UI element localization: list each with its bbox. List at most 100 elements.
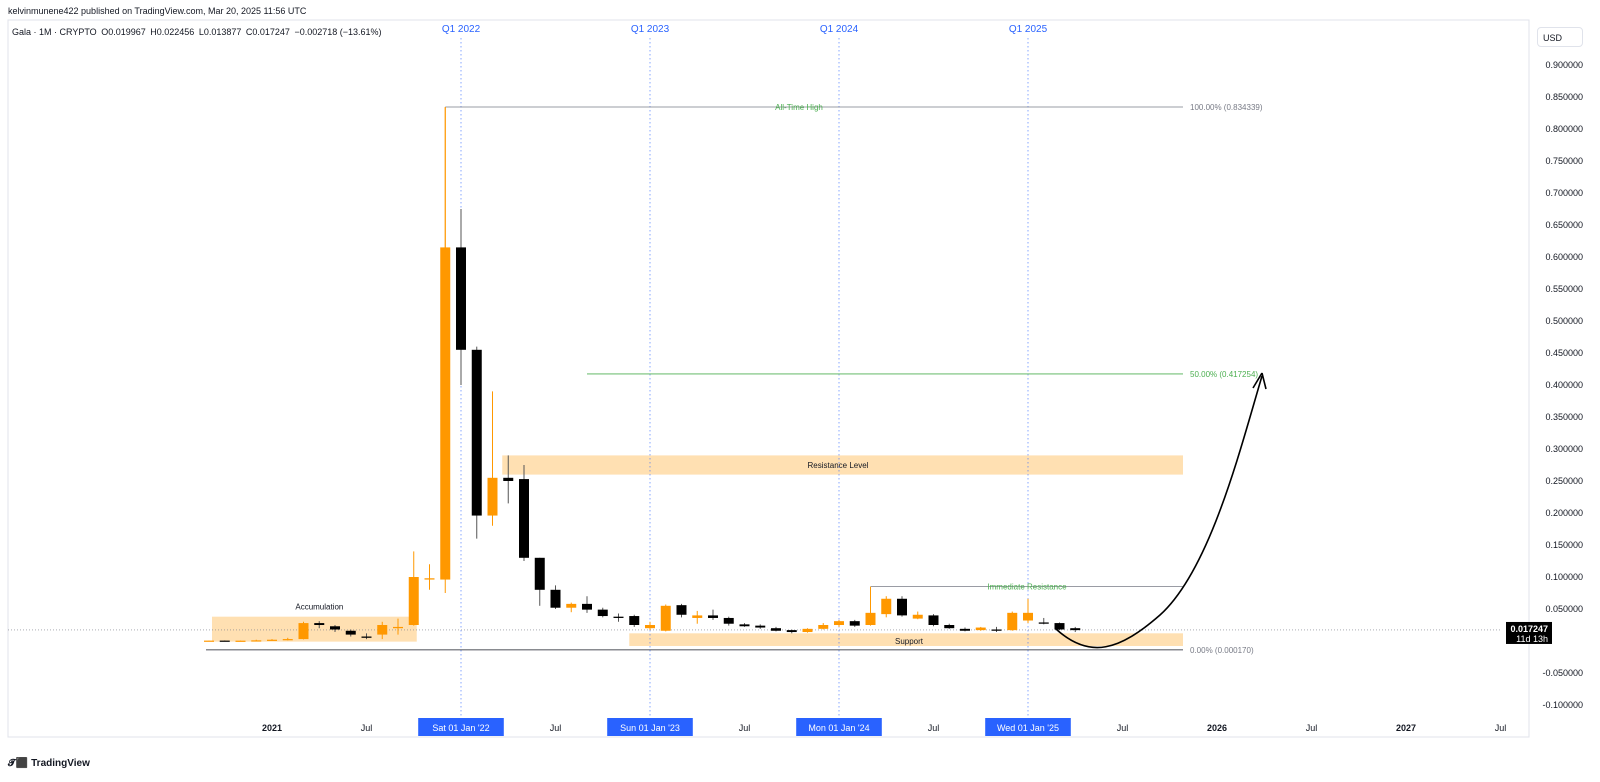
x-tick-label: Jul [739, 723, 751, 733]
symbol-name[interactable]: Gala · 1M · CRYPTO [12, 27, 97, 37]
candle-body [314, 623, 325, 625]
candle-body [912, 614, 923, 619]
time-axis[interactable]: 2021 Jul Sat 01 Jan '22 Jul Sun 01 Jan '23 Ju… [262, 718, 1506, 736]
price-axis[interactable]: 0.900000 0.850000 0.800000 0.750000 0.700000… [1542, 60, 1583, 710]
projection-arrow [1055, 375, 1263, 649]
fib-50-label: 50.00% (0.417254) [1190, 370, 1258, 379]
resistance-zone [502, 455, 1183, 475]
tradingview-brand[interactable]: 𝓣⬛ TradingView [8, 758, 90, 769]
fib-0-label: 0.00% (0.000170) [1190, 646, 1254, 655]
candle-body [708, 615, 718, 618]
chart-frame [7, 19, 1530, 738]
support-zone [629, 633, 1183, 646]
y-tick-label: -0.050000 [1542, 668, 1583, 678]
y-tick-label: 0.450000 [1545, 348, 1583, 358]
candle-body [1054, 623, 1065, 630]
candle-body [1070, 628, 1081, 631]
candle-body [282, 639, 293, 641]
candle-body [235, 640, 246, 642]
candle-body [692, 615, 703, 618]
candle-body [597, 609, 608, 617]
candle-body [881, 598, 892, 615]
candle-body [802, 628, 813, 633]
y-tick-label: 0.100000 [1545, 572, 1583, 582]
candle-body [771, 628, 781, 631]
ohlc-open: O0.019967 [101, 27, 146, 37]
candle-body [345, 630, 356, 635]
y-tick-label: 0.400000 [1545, 380, 1583, 390]
x-tick-label: Mon 01 Jan '24 [808, 723, 869, 733]
fib-100-label: 100.00% (0.834339) [1190, 103, 1263, 112]
ohlc-low: L0.013877 [198, 27, 242, 37]
candle-body [834, 621, 844, 625]
x-tick-label: Jul [361, 723, 373, 733]
y-tick-label: 0.700000 [1545, 188, 1583, 198]
arrow-head-icon [1252, 372, 1267, 390]
x-tick-label: Sat 01 Jan '22 [432, 723, 489, 733]
y-tick-label: 0.600000 [1545, 252, 1583, 262]
y-tick-label: 0.900000 [1545, 60, 1583, 70]
candle-body [219, 640, 230, 642]
candle-body [975, 627, 986, 631]
x-tick-label: Jul [550, 723, 562, 733]
ohlc-close: C0.017247 [245, 27, 290, 37]
candle-body [519, 479, 529, 558]
currency-button[interactable]: USD [1537, 27, 1583, 47]
candle-body [550, 589, 561, 608]
candle-body [298, 623, 309, 640]
y-tick-label: 0.850000 [1545, 92, 1583, 102]
candle-body [613, 616, 624, 618]
x-label-highlight [985, 718, 1071, 736]
x-tick-label: Jul [1117, 723, 1129, 733]
quarter-label: Q1 2025 [1009, 24, 1048, 35]
candle-body [503, 477, 514, 481]
y-tick-label: 0.800000 [1545, 124, 1583, 134]
candle-body [456, 247, 466, 350]
x-label-highlight [796, 718, 882, 736]
y-tick-label: 0.050000 [1545, 604, 1583, 614]
x-tick-label: Jul [1495, 723, 1507, 733]
candle-body [251, 640, 262, 642]
x-label-highlight [418, 718, 504, 736]
tradingview-logo-icon: 𝓣⬛ [8, 758, 29, 769]
candle-body [330, 626, 340, 630]
candle-body [534, 557, 545, 590]
ohlc-high: H0.022456 [150, 27, 195, 37]
candle-body [471, 349, 482, 516]
x-label-highlight [607, 718, 693, 736]
y-tick-label: 0.200000 [1545, 508, 1583, 518]
candle-body [660, 605, 671, 631]
candle-body [786, 630, 797, 633]
x-tick-label: 2026 [1207, 723, 1227, 733]
symbol-legend: Gala · 1M · CRYPTO O0.019967 H0.022456 L… [12, 27, 384, 37]
candle-body [849, 621, 860, 626]
candle-body [1023, 612, 1033, 621]
y-tick-label: 0.500000 [1545, 316, 1583, 326]
candle-body [204, 640, 214, 642]
y-tick-label: 0.550000 [1545, 284, 1583, 294]
x-tick-label: Sun 01 Jan '23 [620, 723, 680, 733]
candle-body [566, 603, 577, 608]
candle-body [818, 625, 829, 629]
candle-body [928, 615, 939, 625]
candle-body [944, 625, 955, 629]
candles-layer [204, 107, 1081, 642]
x-tick-label: 2027 [1396, 723, 1416, 733]
levels-layer: All-Time High 100.00% (0.834339) 50.00% (0… [8, 103, 1500, 655]
candle-body [393, 626, 403, 629]
candle-body [408, 577, 419, 625]
quarter-markers-layer: Q1 2022 Q1 2023 Q1 2024 Q1 2025 [442, 24, 1048, 718]
y-tick-label: 0.650000 [1545, 220, 1583, 230]
ohlc-change: −0.002718 (−13.61%) [294, 27, 382, 37]
candle-body [424, 578, 435, 580]
last-price-badge [1506, 621, 1552, 644]
x-tick-label: 2021 [262, 723, 282, 733]
candle-body [487, 477, 498, 516]
candle-body [865, 612, 876, 625]
resistance-label: Resistance Level [808, 461, 869, 470]
quarter-label: Q1 2024 [820, 24, 859, 35]
candle-body [645, 625, 655, 629]
candle-body [361, 636, 372, 638]
